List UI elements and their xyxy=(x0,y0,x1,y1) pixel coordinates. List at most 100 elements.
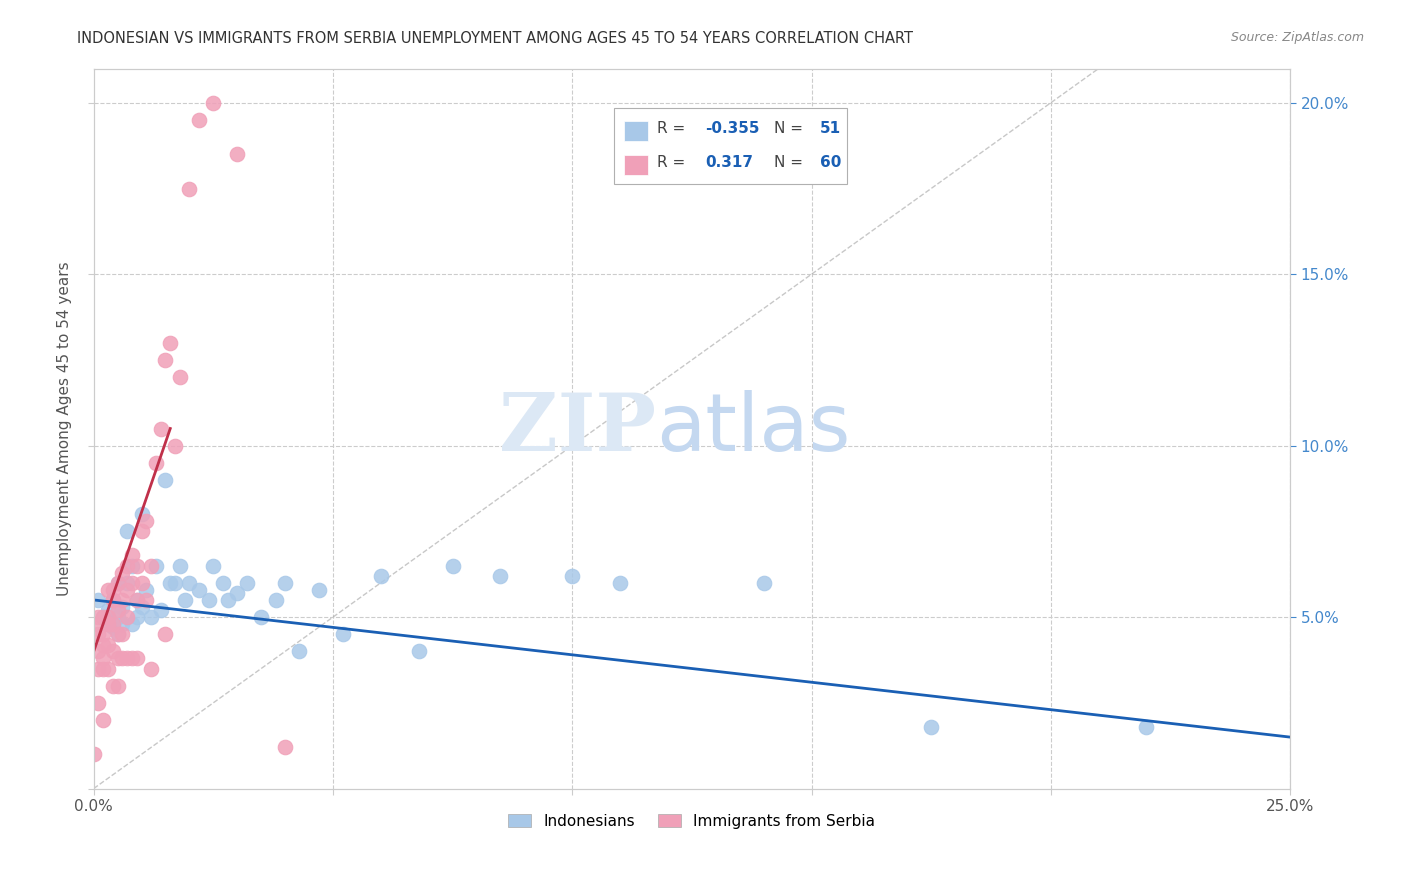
Point xyxy=(139,558,162,573)
Point xyxy=(115,651,138,665)
FancyBboxPatch shape xyxy=(624,155,648,175)
Point xyxy=(87,644,110,658)
Text: 51: 51 xyxy=(820,120,841,136)
Point xyxy=(159,575,181,590)
Point xyxy=(609,575,631,590)
FancyBboxPatch shape xyxy=(624,121,648,141)
Point xyxy=(115,524,138,539)
Point xyxy=(145,558,167,573)
Point xyxy=(169,558,191,573)
Point xyxy=(139,610,162,624)
Point xyxy=(115,582,138,597)
Point xyxy=(264,593,287,607)
Point xyxy=(125,558,148,573)
Text: ZIP: ZIP xyxy=(499,390,657,467)
Point xyxy=(173,593,195,607)
Legend: Indonesians, Immigrants from Serbia: Indonesians, Immigrants from Serbia xyxy=(502,807,882,835)
Point xyxy=(111,651,134,665)
Point xyxy=(97,616,120,631)
Point xyxy=(202,558,225,573)
Point xyxy=(83,616,105,631)
Point xyxy=(169,370,191,384)
Point xyxy=(121,616,143,631)
Point xyxy=(188,582,211,597)
Text: N =: N = xyxy=(775,154,808,169)
Point xyxy=(308,582,330,597)
Point xyxy=(91,713,114,727)
Point xyxy=(101,679,124,693)
Point xyxy=(107,575,129,590)
Text: 60: 60 xyxy=(820,154,841,169)
FancyBboxPatch shape xyxy=(614,108,848,184)
Point xyxy=(489,569,512,583)
Point xyxy=(752,575,775,590)
Point xyxy=(149,421,172,435)
Point xyxy=(159,335,181,350)
Point xyxy=(107,627,129,641)
Point xyxy=(217,593,239,607)
Point xyxy=(87,627,110,641)
Point xyxy=(107,679,129,693)
Point xyxy=(107,575,129,590)
Point xyxy=(155,473,177,487)
Point xyxy=(83,747,105,762)
Text: R =: R = xyxy=(657,154,690,169)
Point xyxy=(101,616,124,631)
Point xyxy=(91,610,114,624)
Point xyxy=(91,610,114,624)
Point xyxy=(91,627,114,641)
Text: INDONESIAN VS IMMIGRANTS FROM SERBIA UNEMPLOYMENT AMONG AGES 45 TO 54 YEARS CORR: INDONESIAN VS IMMIGRANTS FROM SERBIA UNE… xyxy=(77,31,914,46)
Point xyxy=(91,661,114,675)
Point xyxy=(131,575,153,590)
Point xyxy=(274,575,297,590)
Point xyxy=(107,603,129,617)
Point xyxy=(107,627,129,641)
Point xyxy=(121,549,143,563)
Point xyxy=(274,740,297,755)
Point xyxy=(155,353,177,368)
Point xyxy=(561,569,583,583)
Point xyxy=(111,593,134,607)
Point xyxy=(441,558,464,573)
Point xyxy=(107,651,129,665)
Text: Source: ZipAtlas.com: Source: ZipAtlas.com xyxy=(1230,31,1364,45)
Y-axis label: Unemployment Among Ages 45 to 54 years: Unemployment Among Ages 45 to 54 years xyxy=(58,261,72,596)
Point xyxy=(250,610,273,624)
Point xyxy=(107,610,129,624)
Point xyxy=(139,661,162,675)
Point xyxy=(91,651,114,665)
Point xyxy=(131,507,153,521)
Point xyxy=(101,620,124,634)
Point xyxy=(179,575,201,590)
Point xyxy=(135,582,157,597)
Point xyxy=(226,147,249,161)
Point xyxy=(188,112,211,127)
Point xyxy=(111,566,134,580)
Point xyxy=(115,558,138,573)
Point xyxy=(97,661,120,675)
Point xyxy=(87,661,110,675)
Point xyxy=(101,593,124,607)
Point xyxy=(125,593,148,607)
Text: N =: N = xyxy=(775,120,808,136)
Text: atlas: atlas xyxy=(657,390,851,467)
Point xyxy=(125,593,148,607)
Text: 0.317: 0.317 xyxy=(704,154,754,169)
Point xyxy=(87,610,110,624)
Point xyxy=(115,575,138,590)
Point xyxy=(125,651,148,665)
Point xyxy=(135,514,157,528)
Point xyxy=(111,599,134,614)
Point xyxy=(101,582,124,597)
Point xyxy=(179,181,201,195)
Point xyxy=(155,627,177,641)
Point xyxy=(288,644,311,658)
Point xyxy=(145,456,167,470)
Point xyxy=(97,616,120,631)
Point xyxy=(97,603,120,617)
Point xyxy=(197,593,219,607)
Point xyxy=(202,95,225,110)
Point xyxy=(131,524,153,539)
Point xyxy=(101,593,124,607)
Point xyxy=(332,627,354,641)
